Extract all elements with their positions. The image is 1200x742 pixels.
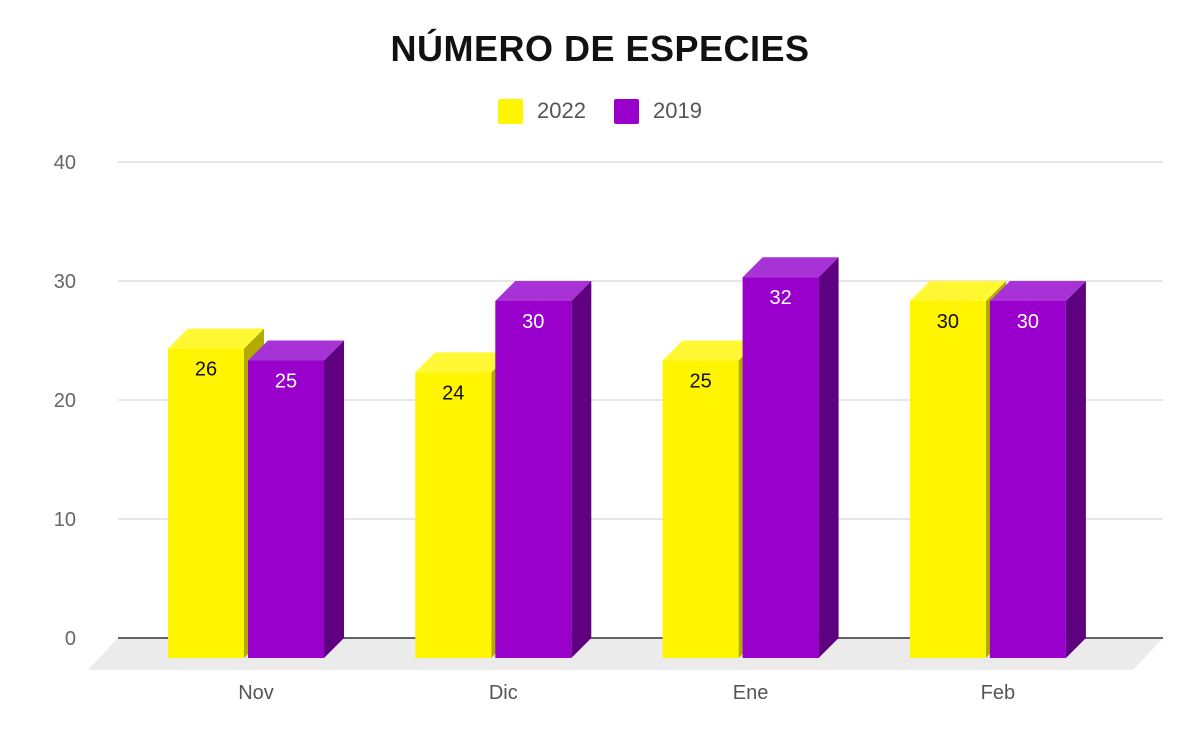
- bar-side-2019: [571, 281, 592, 658]
- x-category-label: Nov: [238, 682, 274, 704]
- data-label: 24: [442, 382, 464, 404]
- data-label: 30: [522, 311, 544, 333]
- bar-2022-ene: [662, 360, 739, 658]
- bar-side-2019: [1065, 281, 1086, 658]
- legend-swatch-2019: [614, 98, 639, 124]
- bar-2022-feb: [909, 301, 986, 658]
- data-label: 25: [275, 371, 297, 393]
- data-label: 30: [937, 311, 959, 333]
- legend-label-2019: 2019: [653, 98, 702, 123]
- bar-2022-nov: [168, 348, 244, 658]
- y-tick-label: 0: [65, 628, 76, 650]
- bar-2019-feb: [989, 301, 1066, 658]
- data-label: 30: [1017, 311, 1039, 333]
- y-tick-label: 40: [54, 152, 76, 174]
- bar-top-2019: [989, 281, 1086, 301]
- legend-label-2022: 2022: [537, 98, 586, 123]
- bar-top-2019: [495, 281, 592, 301]
- bar-2019-ene: [742, 277, 819, 658]
- chart-floor: [88, 638, 1163, 670]
- chart-title: NÚMERO DE ESPECIES: [390, 28, 810, 69]
- data-label: 32: [769, 287, 791, 309]
- bar-2019-dic: [495, 301, 572, 658]
- x-category-label: Dic: [489, 682, 518, 704]
- legend-item-2022[interactable]: 2022: [498, 98, 586, 124]
- chart-legend: 2022 2019: [0, 98, 1200, 124]
- data-label: 25: [689, 371, 711, 393]
- bar-top-2019: [248, 340, 344, 361]
- data-label: 26: [195, 359, 217, 381]
- y-tick-label: 10: [54, 509, 76, 531]
- x-category-label: Ene: [733, 682, 769, 704]
- bar-top-2022: [909, 281, 1006, 301]
- bar-top-2022: [662, 340, 759, 361]
- bar-top-2022: [415, 352, 512, 373]
- y-tick-label: 20: [54, 390, 76, 412]
- bar-top-2019: [742, 257, 839, 278]
- bar-side-2019: [324, 340, 344, 658]
- bar-2019-nov: [248, 360, 324, 658]
- x-category-label: Feb: [981, 682, 1015, 704]
- bar-side-2019: [818, 257, 839, 658]
- bar-top-2022: [168, 328, 264, 349]
- legend-item-2019[interactable]: 2019: [614, 98, 702, 124]
- legend-swatch-2022: [498, 98, 524, 124]
- bar-2022-dic: [415, 372, 492, 658]
- y-tick-label: 30: [54, 271, 76, 293]
